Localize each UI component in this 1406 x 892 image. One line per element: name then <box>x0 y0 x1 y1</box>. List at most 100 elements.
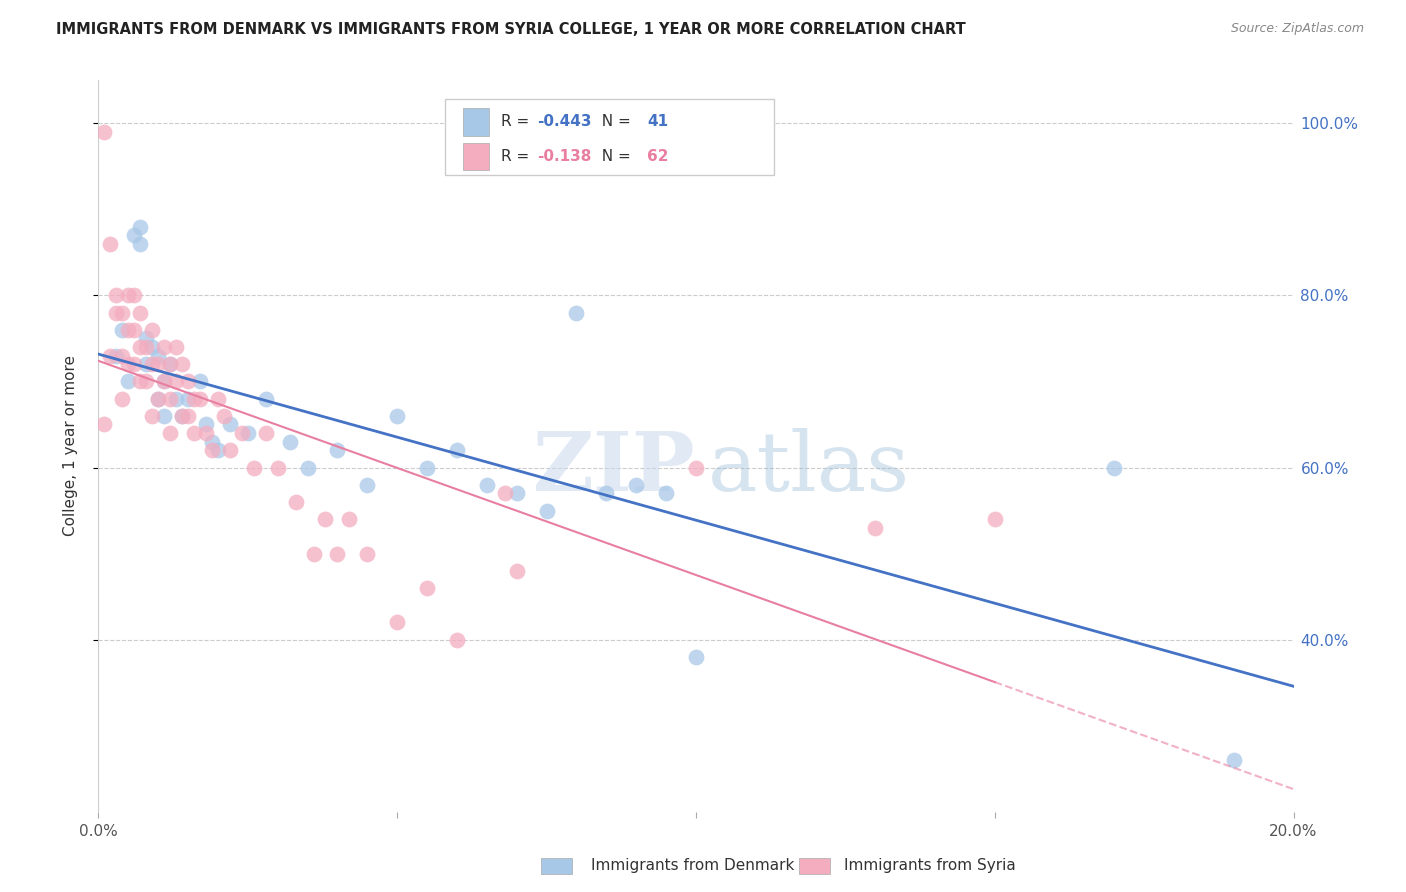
Point <box>129 236 152 251</box>
Point <box>183 392 205 406</box>
Point <box>655 486 678 500</box>
Point <box>135 340 157 354</box>
Point <box>93 125 115 139</box>
Point <box>172 357 194 371</box>
Point <box>356 547 378 561</box>
Point <box>129 375 152 389</box>
Point <box>326 547 349 561</box>
Point <box>536 503 558 517</box>
Point <box>339 512 360 526</box>
Point <box>177 409 200 423</box>
Point <box>159 357 181 371</box>
Point <box>446 443 468 458</box>
Point <box>183 426 205 441</box>
Point <box>302 547 325 561</box>
Point <box>148 357 170 371</box>
Point <box>117 375 139 389</box>
Point <box>254 426 277 441</box>
Text: N =: N = <box>592 149 636 164</box>
Point <box>111 323 134 337</box>
Bar <box>463 108 489 136</box>
Text: -0.138: -0.138 <box>537 149 592 164</box>
Point <box>865 521 887 535</box>
Point <box>595 486 617 500</box>
Point <box>212 409 235 423</box>
Text: Immigrants from Denmark: Immigrants from Denmark <box>591 858 794 872</box>
Point <box>124 357 146 371</box>
Point <box>385 615 409 630</box>
Point <box>124 228 146 243</box>
Point <box>159 426 181 441</box>
Point <box>195 417 218 432</box>
Point <box>236 426 259 441</box>
Point <box>148 349 170 363</box>
Point <box>188 375 211 389</box>
Point <box>129 340 152 354</box>
Point <box>326 443 349 458</box>
Point <box>1223 753 1246 767</box>
Point <box>267 460 290 475</box>
Point <box>356 477 378 491</box>
Point <box>93 417 115 432</box>
Point <box>124 288 146 302</box>
Point <box>165 375 187 389</box>
Point <box>153 409 176 423</box>
Point <box>153 375 176 389</box>
Point <box>124 323 146 337</box>
Point <box>1104 460 1126 475</box>
Point <box>475 477 498 491</box>
Point <box>105 349 128 363</box>
Text: Source: ZipAtlas.com: Source: ZipAtlas.com <box>1230 22 1364 36</box>
Point <box>172 409 194 423</box>
Text: -0.443: -0.443 <box>537 114 592 129</box>
Point <box>195 426 218 441</box>
Point <box>135 357 157 371</box>
Text: 62: 62 <box>647 149 668 164</box>
Point <box>117 323 139 337</box>
Text: ZIP: ZIP <box>533 428 696 508</box>
Point <box>117 357 139 371</box>
Point <box>111 349 134 363</box>
Point <box>141 340 163 354</box>
Point <box>129 305 152 319</box>
Point <box>159 392 181 406</box>
Point <box>416 460 439 475</box>
Point <box>159 357 181 371</box>
Point <box>506 486 529 500</box>
Point <box>105 305 128 319</box>
Point <box>494 486 516 500</box>
Point <box>219 443 242 458</box>
Point <box>243 460 266 475</box>
Text: R =: R = <box>501 149 534 164</box>
Point <box>219 417 242 432</box>
Point <box>141 323 163 337</box>
Point <box>207 443 229 458</box>
Point <box>385 409 409 423</box>
Point <box>177 392 200 406</box>
Point <box>111 392 134 406</box>
Point <box>254 392 277 406</box>
Point <box>141 357 163 371</box>
Point <box>177 375 200 389</box>
Point <box>506 564 529 578</box>
Point <box>685 649 707 664</box>
Point <box>141 409 163 423</box>
Point <box>111 305 134 319</box>
Point <box>100 236 122 251</box>
Point <box>172 409 194 423</box>
Point <box>100 349 122 363</box>
Point <box>231 426 253 441</box>
Point <box>278 434 301 449</box>
Point <box>135 375 157 389</box>
Text: IMMIGRANTS FROM DENMARK VS IMMIGRANTS FROM SYRIA COLLEGE, 1 YEAR OR MORE CORRELA: IMMIGRANTS FROM DENMARK VS IMMIGRANTS FR… <box>56 22 966 37</box>
Point <box>135 331 157 345</box>
Point <box>129 219 152 234</box>
Text: N =: N = <box>592 114 636 129</box>
Point <box>105 288 128 302</box>
Point <box>117 288 139 302</box>
Point <box>148 392 170 406</box>
Point <box>153 340 176 354</box>
Point <box>685 460 707 475</box>
Text: 41: 41 <box>647 114 668 129</box>
Point <box>565 305 588 319</box>
